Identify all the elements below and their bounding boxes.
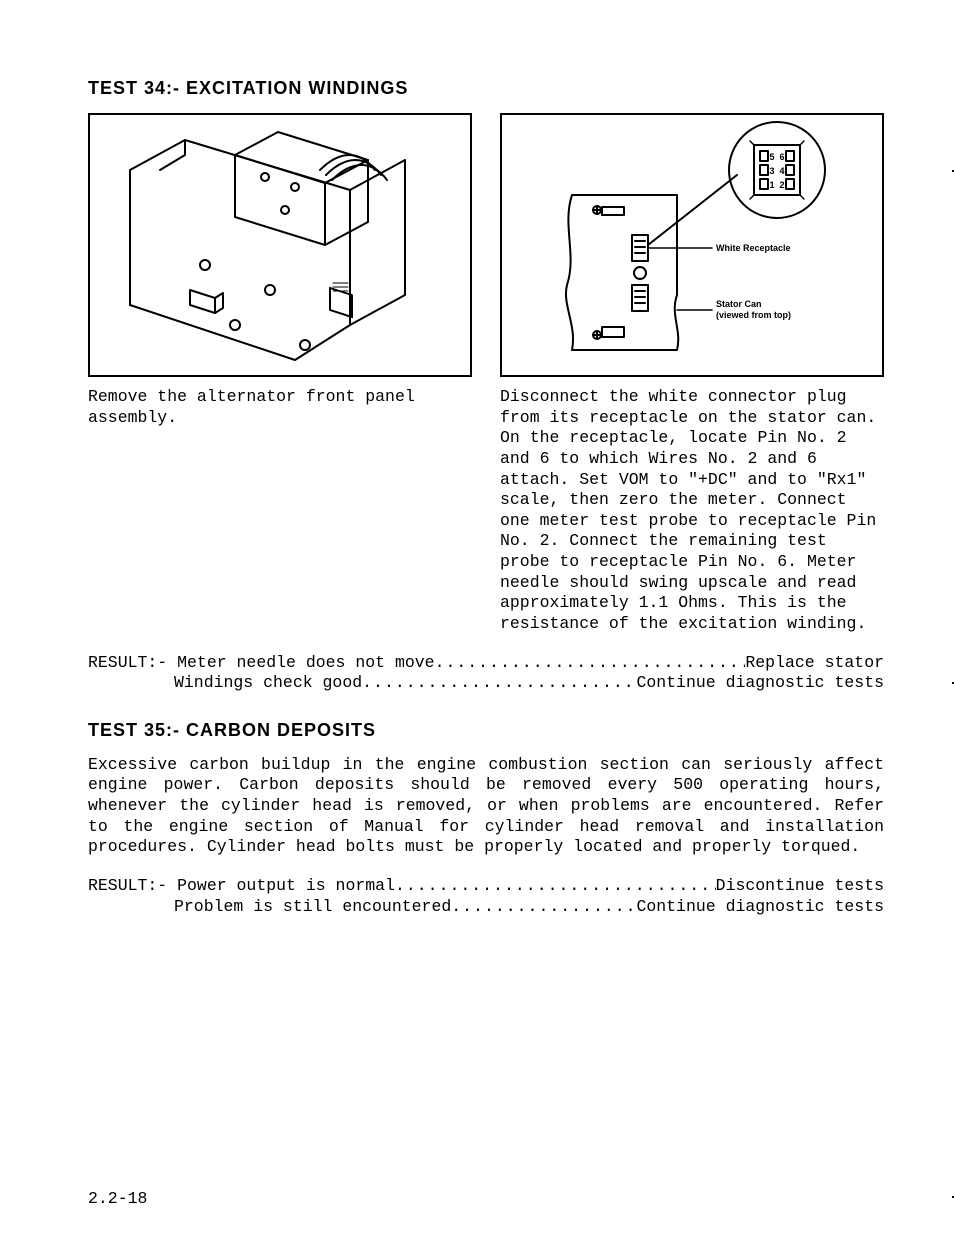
- figure1-caption: Remove the alternator front panel assemb…: [88, 387, 472, 428]
- result-left: Meter needle does not move: [177, 653, 434, 674]
- figure-stator-can: 5 3 1 6 4 2 White Receptacle Stator Can …: [500, 113, 884, 377]
- dot-leader: [362, 673, 636, 694]
- pin-label: 3: [769, 166, 774, 176]
- dot-leader: [451, 897, 636, 918]
- dot-leader: [395, 876, 716, 897]
- dot-leader: [435, 653, 746, 674]
- test34-right-col: 5 3 1 6 4 2 White Receptacle Stator Can …: [500, 113, 884, 635]
- result-left: Windings check good: [174, 673, 362, 694]
- result-right: Replace stator: [745, 653, 884, 674]
- test34-heading: TEST 34:- EXCITATION WINDINGS: [88, 78, 884, 99]
- result-row: RESULT:- Power output is normal Discontin…: [88, 876, 884, 897]
- result-left: Power output is normal: [177, 876, 395, 897]
- white-receptacle-label: White Receptacle: [716, 243, 791, 253]
- test35-heading: TEST 35:- CARBON DEPOSITS: [88, 720, 884, 741]
- page: TEST 34:- EXCITATION WINDINGS: [0, 0, 954, 1236]
- result-right: Continue diagnostic tests: [636, 897, 884, 918]
- test34-figures-row: Remove the alternator front panel assemb…: [88, 113, 884, 635]
- test35-body: Excessive carbon buildup in the engine c…: [88, 755, 884, 858]
- result-right: Continue diagnostic tests: [636, 673, 884, 694]
- result-label: RESULT:-: [88, 876, 177, 897]
- result-row: RESULT:- Meter needle does not move Repla…: [88, 653, 884, 674]
- result-row: Windings check good Continue diagnostic t…: [88, 673, 884, 694]
- pin-label: 4: [779, 166, 784, 176]
- result-row: Problem is still encountered Continue dia…: [88, 897, 884, 918]
- pin-label: 2: [779, 180, 784, 190]
- stator-can-label: Stator Can: [716, 299, 762, 309]
- pin-label: 5: [769, 152, 774, 162]
- result-right: Discontinue tests: [716, 876, 884, 897]
- figure2-caption: Disconnect the white connector plug from…: [500, 387, 884, 635]
- viewed-from-top-label: (viewed from top): [716, 310, 791, 320]
- pin-label: 6: [779, 152, 784, 162]
- test34-left-col: Remove the alternator front panel assemb…: [88, 113, 472, 635]
- stator-can-drawing: 5 3 1 6 4 2 White Receptacle Stator Can …: [502, 115, 882, 375]
- result-label: RESULT:-: [88, 653, 177, 674]
- test35-result: RESULT:- Power output is normal Discontin…: [88, 876, 884, 917]
- test34-result: RESULT:- Meter needle does not move Repla…: [88, 653, 884, 694]
- figure-alternator-panel: [88, 113, 472, 377]
- alternator-panel-drawing: [90, 115, 470, 375]
- page-number: 2.2-18: [88, 1189, 147, 1208]
- result-left: Problem is still encountered: [174, 897, 451, 918]
- pin-label: 1: [769, 180, 774, 190]
